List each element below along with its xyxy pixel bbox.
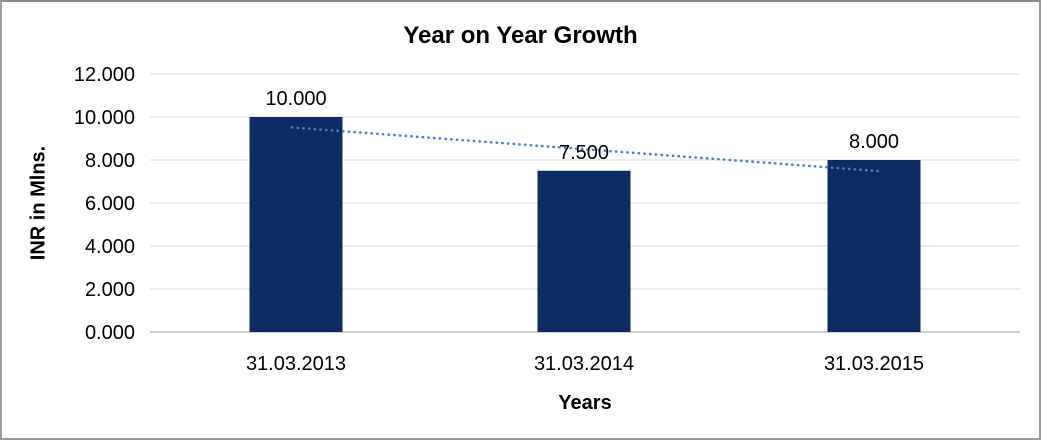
bar-value-label: 7.500 bbox=[559, 142, 609, 164]
trendline bbox=[290, 126, 881, 173]
y-tick-label: 10.000 bbox=[74, 107, 135, 129]
chart-title: Year on Year Growth bbox=[403, 22, 638, 49]
y-tick-label: 0.000 bbox=[85, 322, 135, 344]
x-category-label: 31.03.2014 bbox=[534, 353, 634, 375]
bar bbox=[537, 170, 631, 332]
bar-value-label: 10.000 bbox=[265, 88, 326, 110]
bar bbox=[827, 160, 921, 332]
bar bbox=[249, 117, 343, 332]
y-tick-label: 12.000 bbox=[74, 64, 135, 86]
y-tick-label: 8.000 bbox=[85, 150, 135, 172]
y-tick-label: 2.000 bbox=[85, 279, 135, 301]
y-tick-label: 6.000 bbox=[85, 193, 135, 215]
x-axis-title: Years bbox=[558, 392, 612, 414]
bar-value-label: 8.000 bbox=[849, 131, 899, 153]
x-category-label: 31.03.2015 bbox=[824, 353, 924, 375]
x-category-label: 31.03.2013 bbox=[246, 353, 346, 375]
y-tick-label: 4.000 bbox=[85, 236, 135, 258]
